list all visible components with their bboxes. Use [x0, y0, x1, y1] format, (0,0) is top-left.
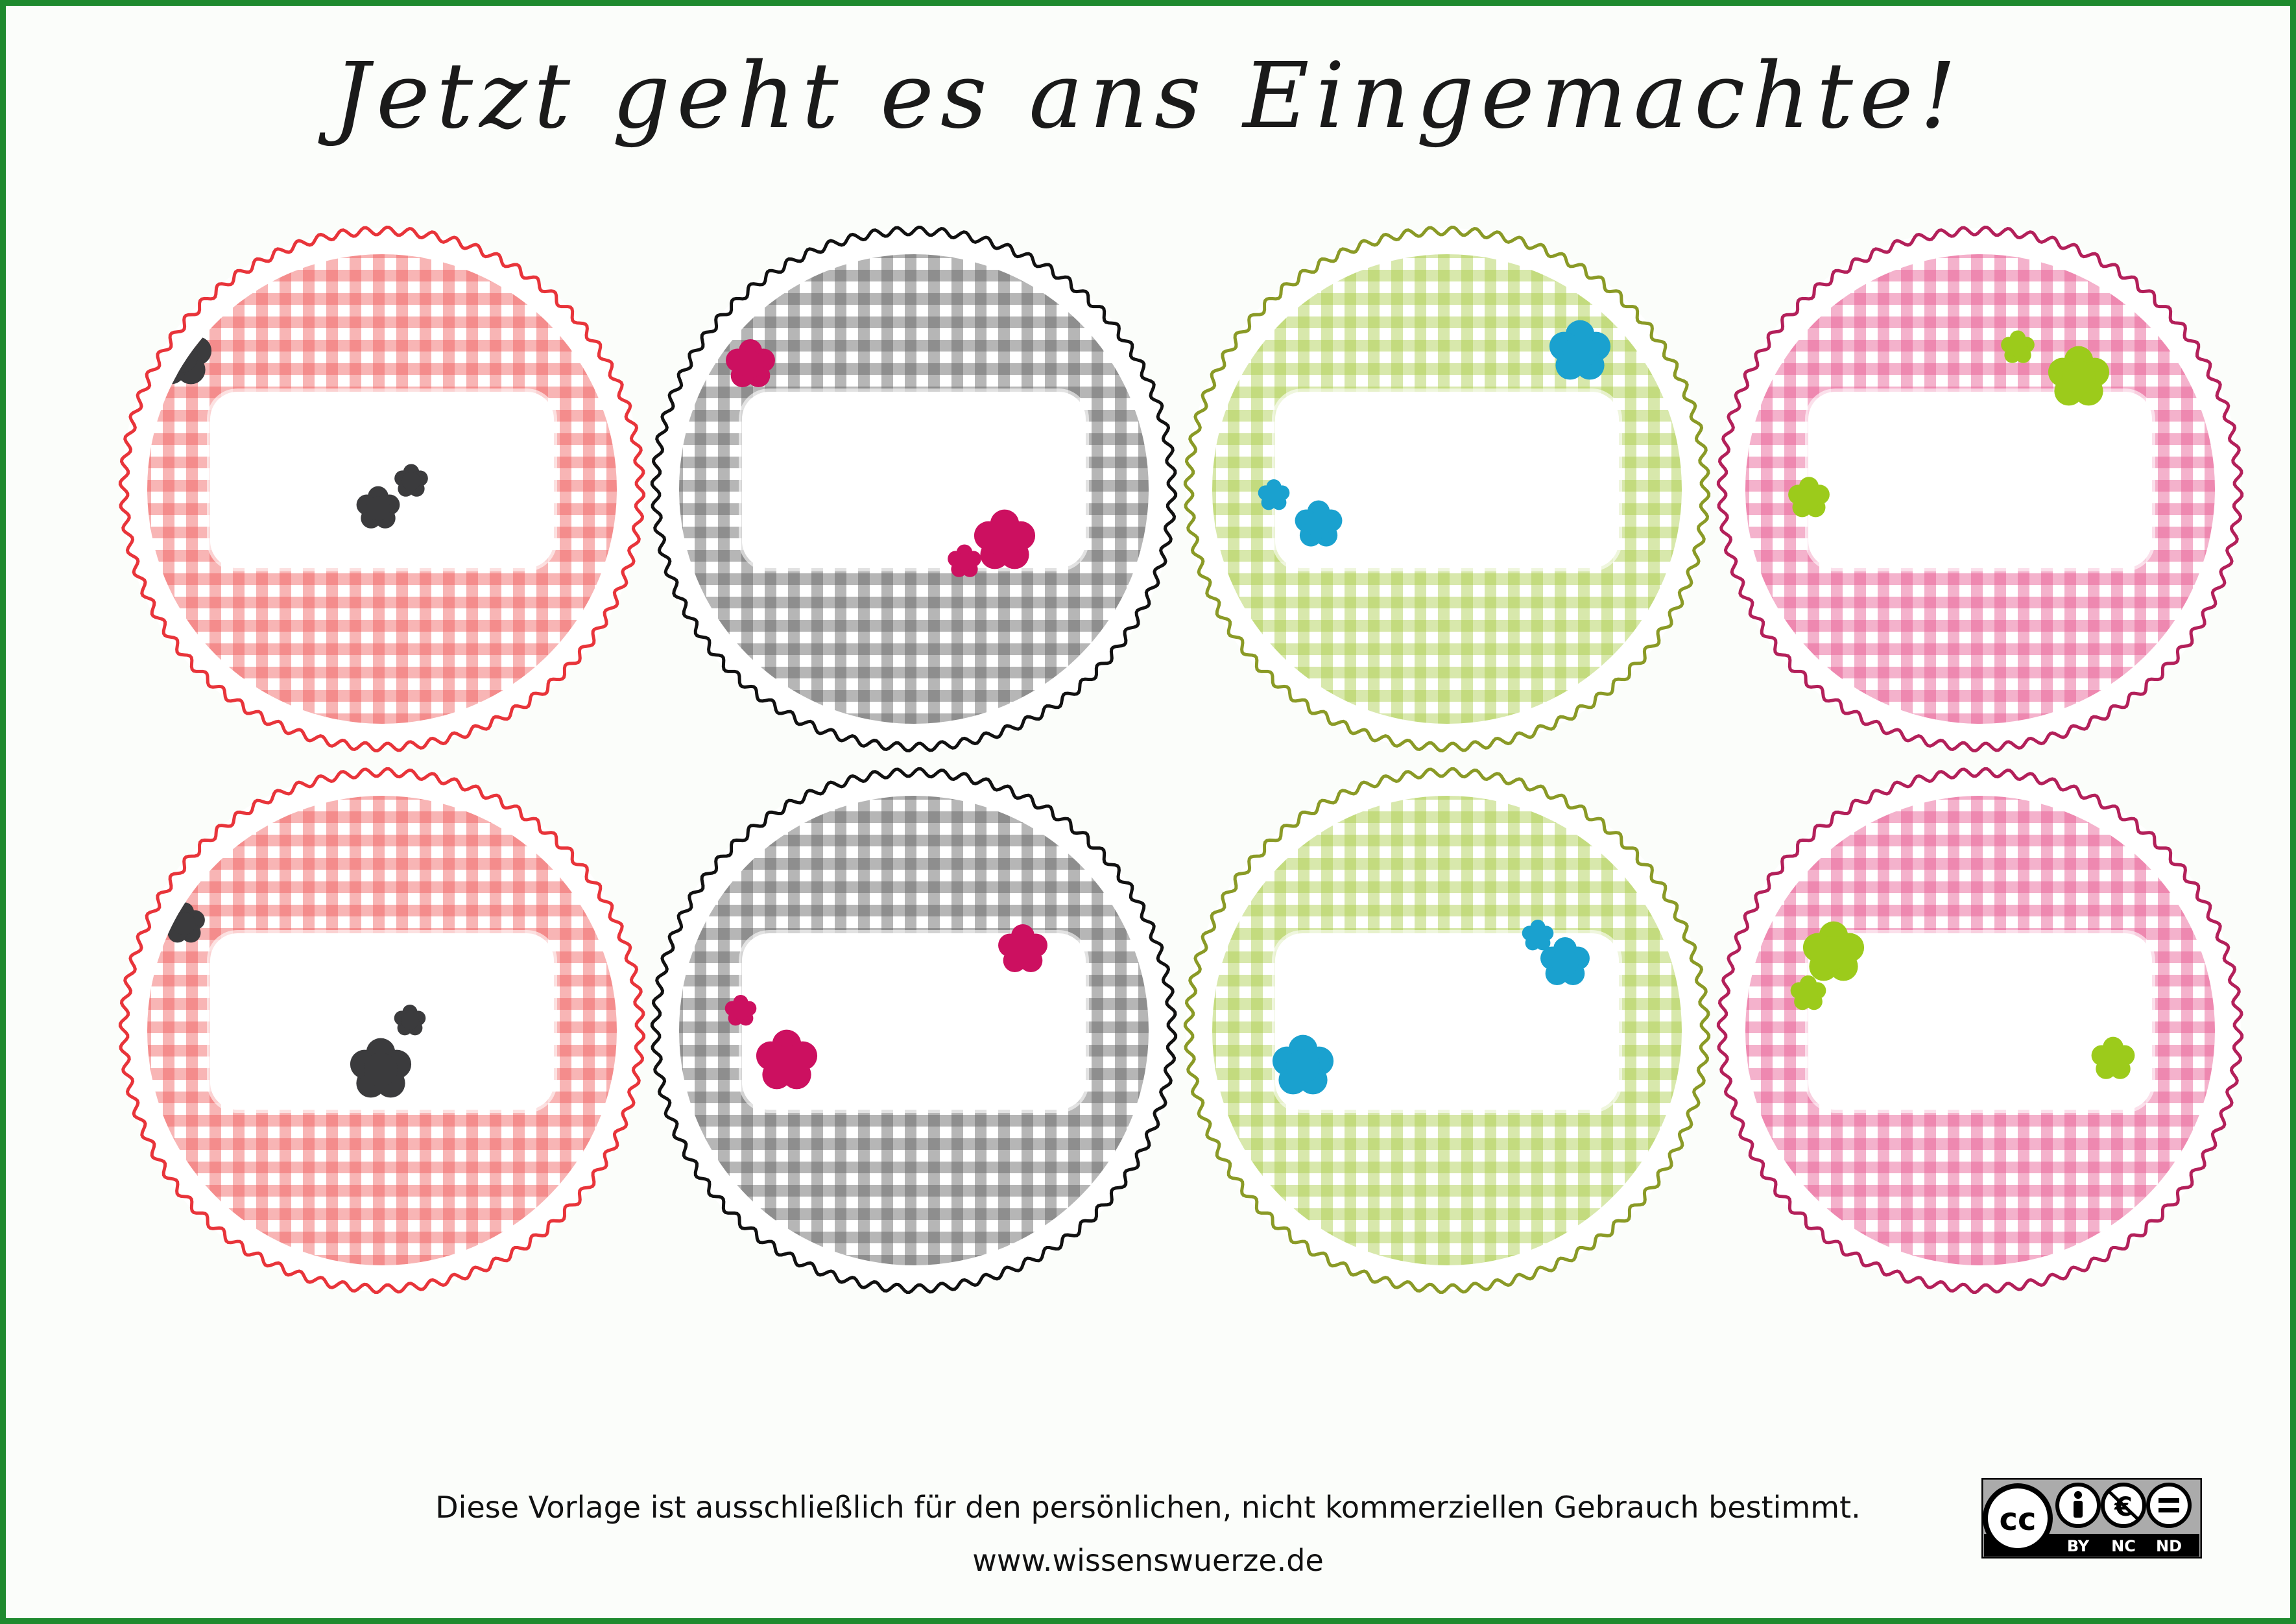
- writing-field[interactable]: [1805, 388, 2155, 571]
- flower-icon: [1549, 320, 1611, 380]
- flower-icon: [726, 339, 775, 387]
- website-link[interactable]: www.wissenswuerze.de: [972, 1543, 1324, 1578]
- flower-icon: [1258, 479, 1290, 510]
- scalloped-border: [1716, 767, 2244, 1295]
- flower-icon: [1522, 920, 1554, 951]
- flower-icon: [1790, 975, 1826, 1010]
- flower-icon: [2001, 330, 2035, 363]
- flower-icon: [1295, 500, 1343, 547]
- flower-icon: [394, 464, 428, 497]
- flower-icon: [1540, 937, 1590, 985]
- flower-icon: [1788, 477, 1830, 518]
- scalloped-border: [1183, 225, 1711, 753]
- scalloped-border: [1183, 767, 1711, 1295]
- flower-icon: [998, 924, 1047, 972]
- svg-text:cc: cc: [2000, 1501, 2037, 1538]
- cc-tag-nd: ND: [2156, 1537, 2182, 1555]
- flower-icon: [2091, 1036, 2135, 1079]
- flower-icon: [724, 995, 757, 1026]
- cc-tag-by: BY: [2067, 1537, 2090, 1555]
- usage-notice: Diese Vorlage ist ausschließlich für den…: [435, 1490, 1861, 1525]
- by-person-icon: [2055, 1483, 2101, 1528]
- flower-icon: [2048, 346, 2110, 406]
- writing-field[interactable]: [207, 930, 557, 1113]
- writing-field[interactable]: [207, 388, 557, 571]
- jar-label-red-2: [116, 765, 648, 1296]
- scalloped-border: [118, 767, 646, 1295]
- cc-icon: cc: [1983, 1483, 2053, 1553]
- writing-field[interactable]: [1805, 930, 2155, 1113]
- scalloped-border: [650, 225, 1178, 753]
- jar-label-red-1: [116, 223, 648, 755]
- flower-icon: [1802, 921, 1865, 981]
- flower-icon: [394, 1005, 426, 1036]
- jar-label-black-2: [648, 765, 1180, 1296]
- jar-label-pink-2: [1714, 765, 2246, 1296]
- page-title: Jetzt geht es ans Eingemachte!: [333, 43, 1963, 149]
- jar-label-black-1: [648, 223, 1180, 755]
- flower-icon: [974, 509, 1036, 569]
- flower-icon: [948, 544, 981, 577]
- nd-equals-icon: [2146, 1483, 2192, 1528]
- jar-label-pink-1: [1714, 223, 2246, 755]
- scalloped-border: [118, 225, 646, 753]
- nc-euro-icon: €: [2101, 1483, 2146, 1528]
- creative-commons-badge[interactable]: cc € BY NC ND: [1981, 1478, 2202, 1558]
- flower-icon: [1272, 1034, 1334, 1095]
- flower-icon: [356, 486, 400, 529]
- flower-icon: [756, 1029, 818, 1090]
- writing-field[interactable]: [739, 388, 1089, 571]
- flower-icon: [350, 1038, 412, 1098]
- jar-label-green-2: [1181, 765, 1713, 1296]
- cc-tag-nc: NC: [2111, 1537, 2136, 1555]
- jar-label-green-1: [1181, 223, 1713, 755]
- scalloped-border: [650, 767, 1178, 1295]
- scalloped-border: [1716, 225, 2244, 753]
- writing-field[interactable]: [1272, 930, 1622, 1113]
